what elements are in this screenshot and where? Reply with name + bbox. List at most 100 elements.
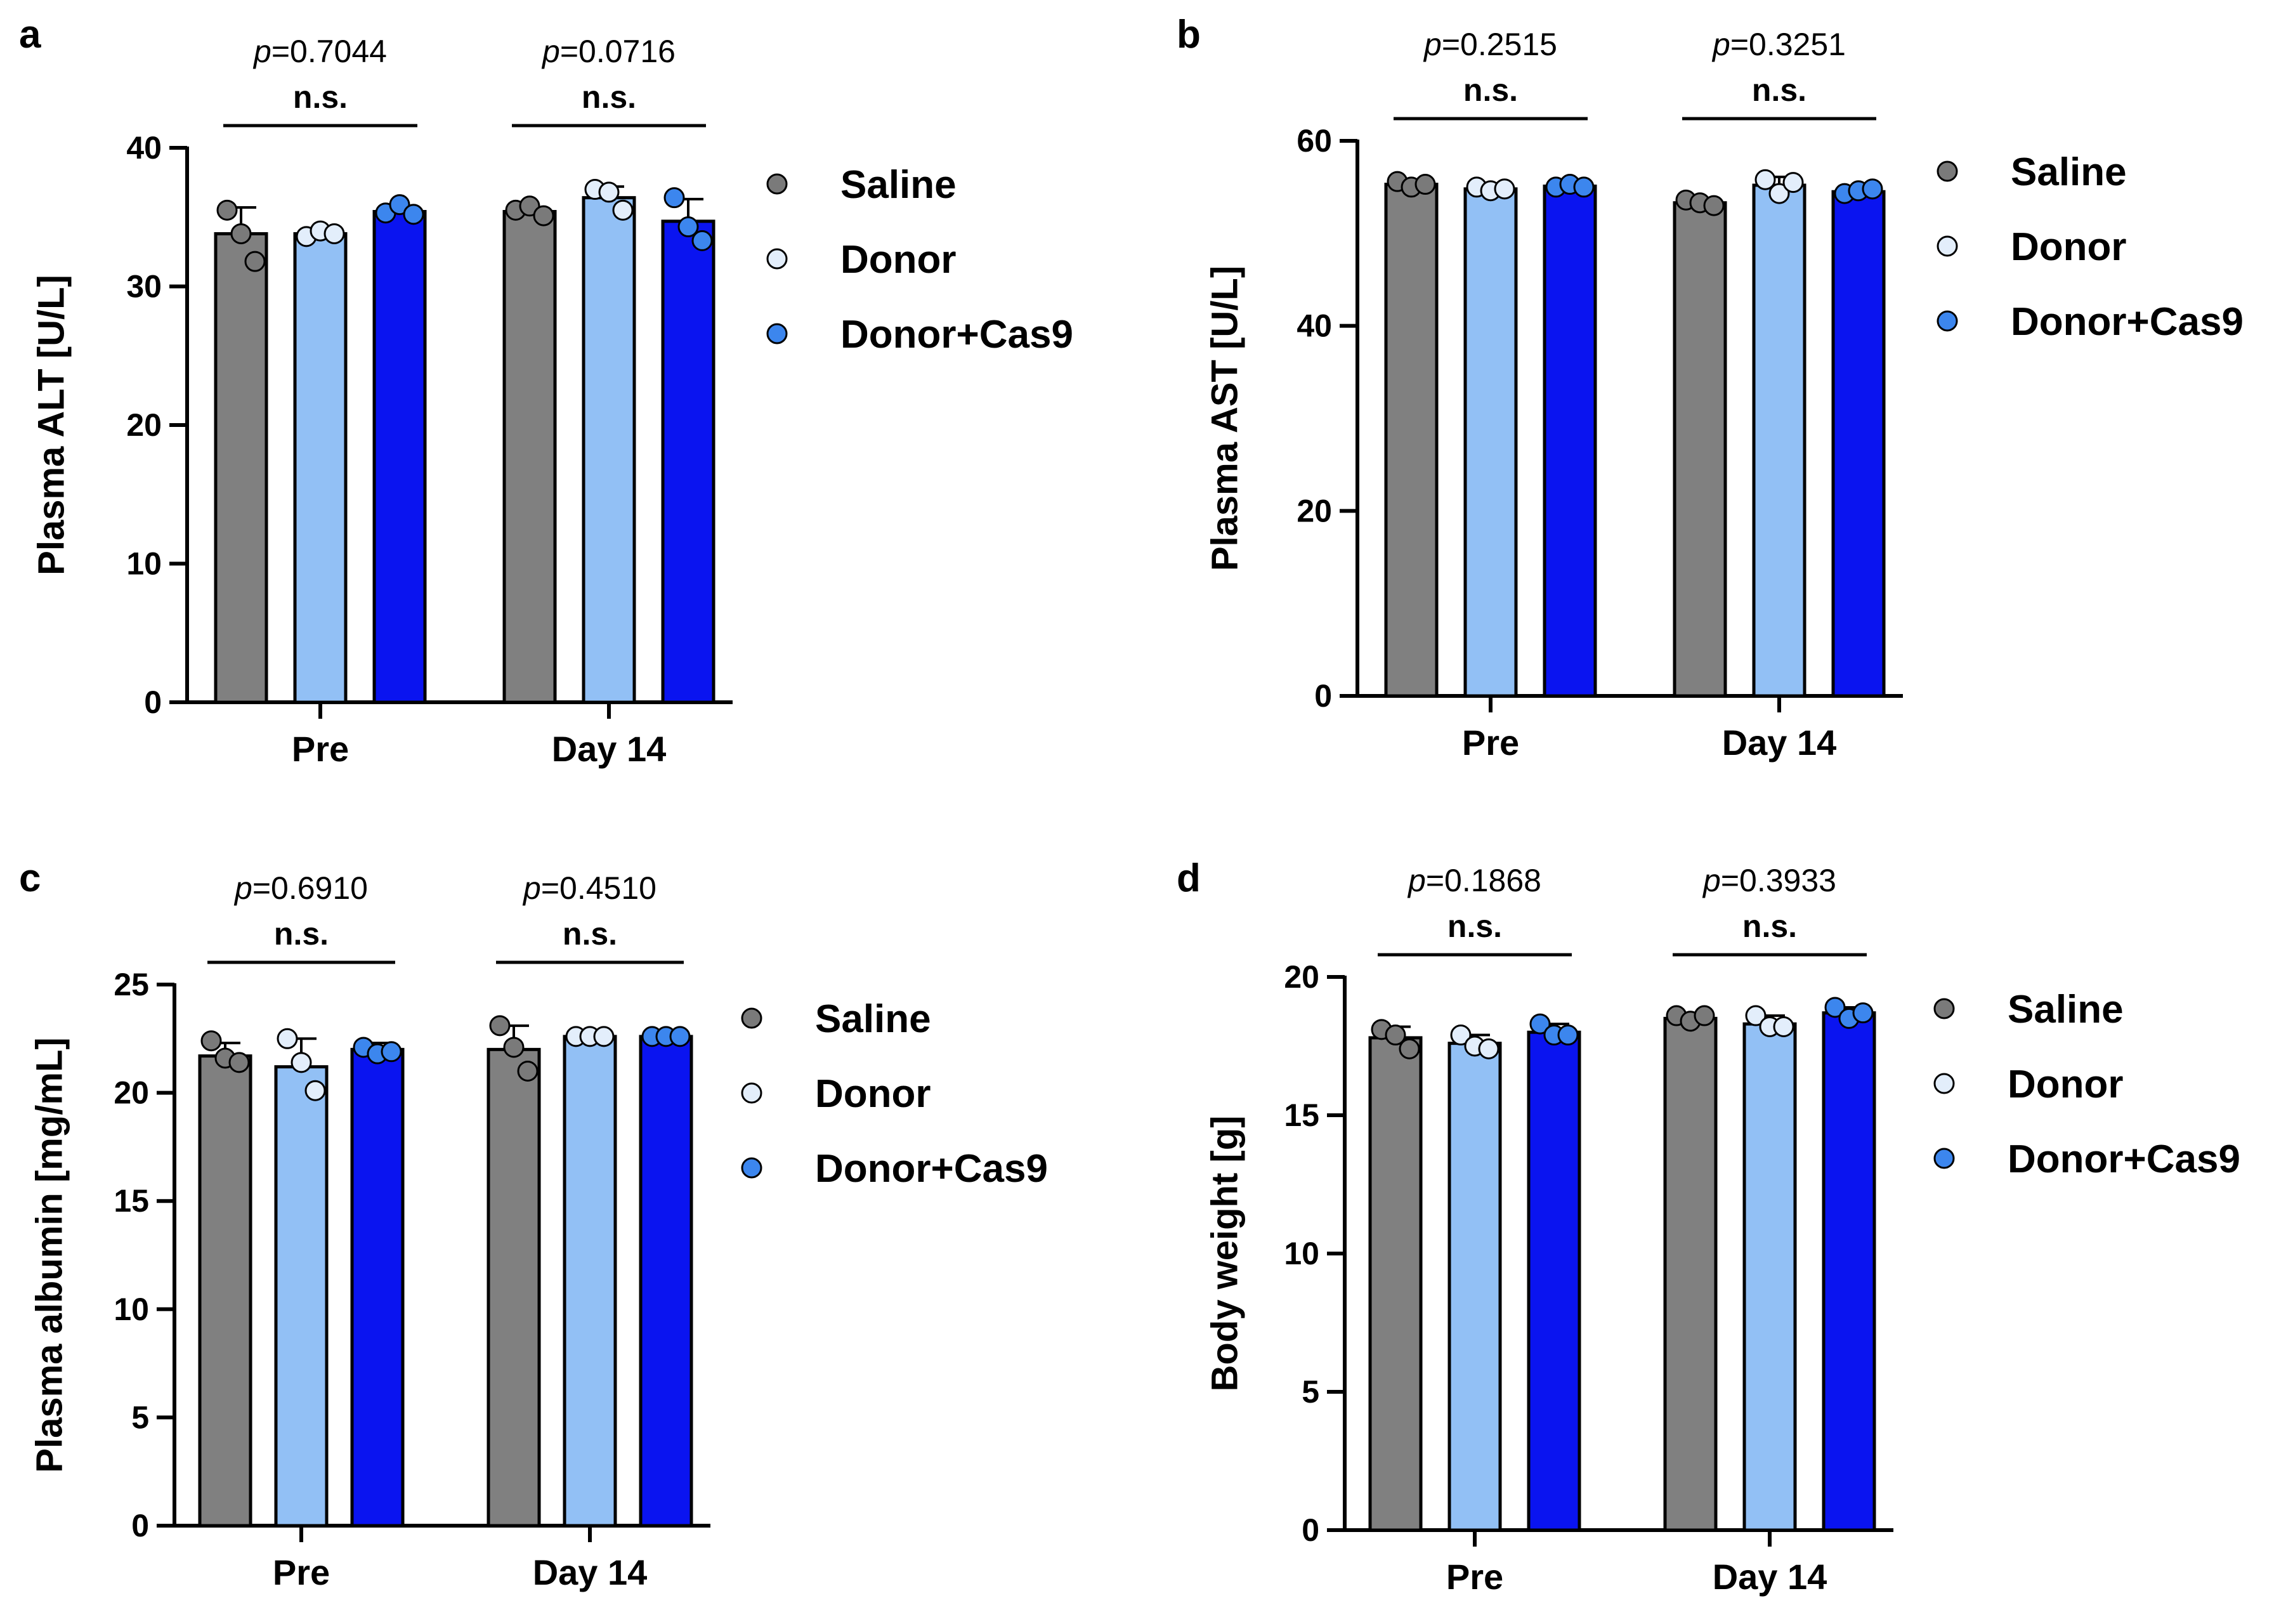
y-tick-label: 40 [1297,308,1332,344]
bar [1527,1030,1581,1532]
legend: Saline Donor Donor+Cas9 [766,163,1073,357]
bar [1673,201,1727,698]
bar [350,1047,405,1528]
y-axis-title: Plasma albumin [mg/mL] [29,1037,70,1472]
p-prefix: p [1711,27,1730,62]
p-value-label: p=0.4510 [522,870,657,906]
significance-label: n.s. [293,79,348,115]
x-tick-label: Pre [1446,1557,1503,1597]
bar [1663,1016,1718,1532]
data-point [1478,1038,1499,1059]
data-point [291,1052,312,1073]
bar [1752,183,1806,698]
y-tick-label: 15 [114,1183,149,1219]
x-tick-label: Day 14 [552,729,667,769]
y-tick-label: 10 [126,546,162,582]
bar [502,210,557,704]
data-point [230,223,252,244]
bar [487,1047,541,1528]
y-tick-label: 0 [1302,1512,1319,1548]
significance-label: n.s. [274,916,329,952]
data-point [517,1060,539,1082]
data-point [277,1028,298,1049]
data-point [304,1080,326,1101]
data-point [1450,1025,1472,1046]
data-point [200,1030,222,1052]
data-point [1824,997,1846,1018]
p-value: =0.0716 [560,34,676,69]
y-tick-label: 0 [144,684,162,720]
bar [563,1035,617,1528]
data-point [1529,1013,1551,1035]
legend: Saline Donor Donor+Cas9 [1933,988,2240,1181]
significance-label: n.s. [582,79,636,115]
data-point [1385,1025,1406,1046]
p-value-label: p=0.0716 [541,34,676,69]
data-point [381,1041,402,1063]
y-tick-label: 60 [1297,123,1332,159]
legend-label: Saline [840,163,957,207]
y-tick-label: 0 [1314,678,1332,714]
legend-marker [741,1157,762,1179]
bar [1463,187,1518,698]
legend-marker [1933,1073,1955,1094]
x-tick-label: Day 14 [533,1552,648,1592]
y-tick-label: 5 [1302,1374,1319,1410]
legend-marker [1937,310,1958,332]
data-point [1399,1038,1420,1059]
legend-label: Donor [815,1072,931,1116]
legend-marker [766,248,788,270]
p-prefix: p [252,34,271,69]
p-value: =0.3933 [1721,863,1836,898]
y-tick-label: 20 [126,407,162,443]
bar [214,232,268,704]
y-tick-label: 5 [131,1399,149,1435]
y-tick-label: 25 [114,967,149,1002]
panel-label: a [19,13,41,56]
p-value: =0.1868 [1426,863,1541,898]
data-point [533,205,554,226]
y-tick-label: 40 [126,130,162,166]
panel-c: c 0 5 10 15 20 25 Plasma albumin [mg/mL] Pre n.s.… [19,856,1048,1592]
y-tick-label: 20 [114,1075,149,1111]
legend-marker [1937,160,1958,182]
y-tick-label: 10 [114,1292,149,1327]
y-tick-label: 0 [131,1508,149,1543]
y-tick-label: 15 [1284,1097,1319,1133]
legend-marker [1937,235,1958,257]
panel-label: b [1177,13,1201,56]
data-point [691,230,713,251]
legend-label: Donor [2011,225,2127,269]
data-point [323,223,345,244]
data-point [1773,1016,1794,1037]
bar [274,1065,329,1528]
bar [582,196,636,704]
legend-marker [741,1082,762,1104]
legend-marker [766,173,788,195]
legend-label: Donor+Cas9 [2008,1137,2240,1181]
data-point [669,1026,691,1047]
legend-marker [1933,1148,1955,1169]
bar [1447,1042,1502,1532]
legend-marker [741,1007,762,1029]
data-point [593,1026,615,1047]
data-point [663,187,685,209]
data-point [598,181,620,203]
legend-label: Saline [815,997,931,1041]
data-point [1745,1005,1767,1026]
p-prefix: p [1702,863,1721,898]
data-point [1768,183,1790,204]
bar [661,219,715,704]
data-point [677,216,699,238]
y-tick-label: 20 [1297,493,1332,528]
p-value: =0.7044 [271,34,387,69]
legend-label: Donor [840,238,957,282]
data-point [228,1052,250,1073]
data-point [1782,172,1804,193]
p-value-label: p=0.7044 [252,34,387,69]
data-point [503,1037,525,1058]
bar [1368,1036,1423,1532]
